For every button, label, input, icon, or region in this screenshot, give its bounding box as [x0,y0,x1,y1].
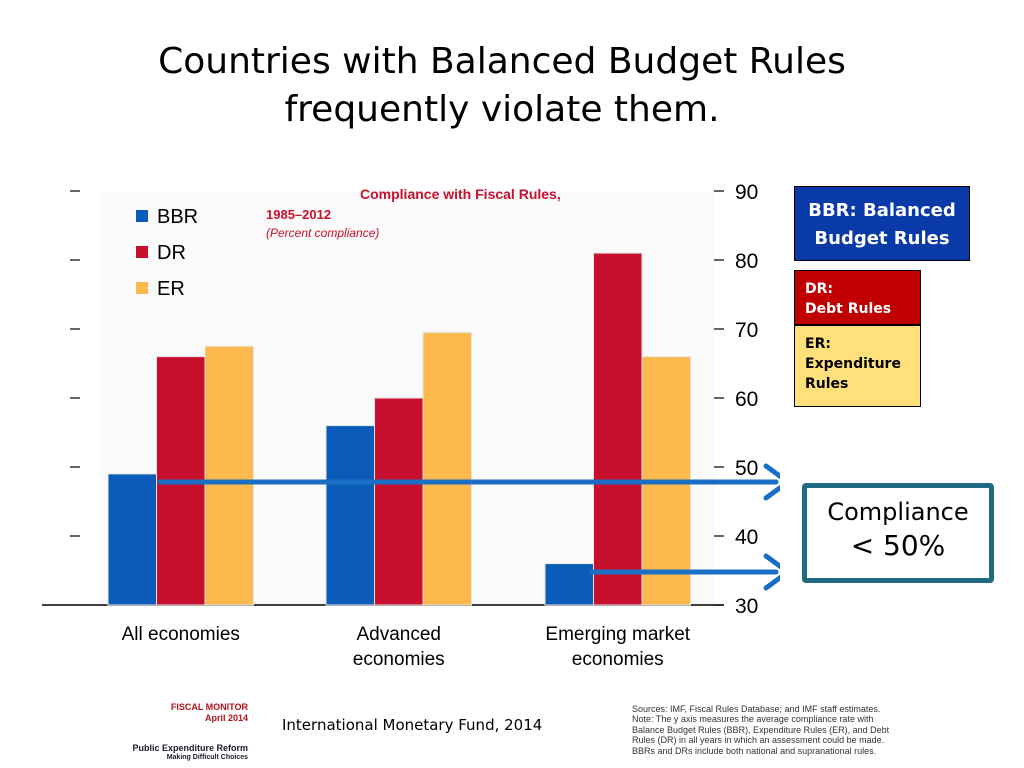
er-definition-line-1: ER: [805,336,831,352]
y-tick-label: 70 [735,319,758,342]
er-definition-line-2: Expenditure [805,356,901,372]
bar-dr [374,397,424,606]
category-label: Emerging market [545,624,690,645]
chart-title: Compliance with Fiscal Rules, [360,186,561,202]
er-definition-line-3: Rules [805,376,849,392]
legend-swatch-bbr [136,210,148,222]
y-tick-label: 60 [735,388,758,411]
y-tick-label: 30 [735,595,758,618]
slide-title-line-1: Countries with Balanced Budget Rules [158,41,846,82]
source-caption: International Monetary Fund, 2014 [282,716,543,734]
bbr-definition-box: BBR: Balanced Budget Rules [794,186,970,261]
sources-note-line: Balance Budget Rules (BBR), Expenditure … [632,724,890,735]
arrow-head-icon [763,463,780,501]
report-subtitle-line-1: Public Expenditure Reform [132,743,248,753]
compliance-callout-line-2: < 50% [850,529,946,562]
dr-definition-line-1: DR: [805,281,833,297]
compliance-callout-line-1: Compliance [827,498,969,526]
legend-label: DR [157,242,186,264]
sources-note-line: Note: The y axis measures the average co… [632,714,874,725]
bar-bbr [544,563,594,606]
report-subtitle-line-2: Making Difficult Choices [166,754,248,761]
chart-subtitle: 1985–2012 [266,207,331,222]
y-tick-label: 40 [735,526,758,549]
compliance-callout-box: Compliance < 50% [802,483,994,583]
legend-swatch-dr [136,246,148,258]
category-label: All economies [122,624,240,645]
bbr-definition-line-2: Budget Rules [814,228,950,249]
slide-title-line-2: frequently violate them. [284,89,720,130]
bar-dr [593,252,643,606]
sources-note: Sources: IMF, Fiscal Rules Database; and… [632,704,977,756]
category-label: economies [353,649,445,670]
category-label: Advanced [356,624,441,645]
sources-note-line: BBRs and DRs include both national and s… [632,745,877,756]
category-label: economies [572,649,664,670]
compliance-bar-chart: 30 40 50 60 70 80 90 All economies Advanced econo… [42,181,780,670]
fiscal-monitor-logo-title: FISCAL MONITOR [170,702,248,712]
bar-bbr [325,425,375,606]
er-definition-box: ER: Expenditure Rules [794,325,921,407]
dr-definition-line-2: Debt Rules [805,301,892,317]
dr-definition-box: DR: Debt Rules [794,270,921,325]
bar-bbr [107,473,157,606]
y-tick-label: 90 [735,181,758,204]
legend-label: ER [157,278,185,300]
legend-swatch-er [136,282,148,294]
arrow-head-icon [763,553,780,591]
legend-label: BBR [157,206,198,228]
y-tick-label: 50 [735,457,758,480]
chart-subtitle-note: (Percent compliance) [266,226,379,240]
bar-er [422,331,472,606]
sources-note-line: Rules (DR) in all years in which an asse… [632,735,885,746]
y-tick-label: 80 [735,250,758,273]
slide-title: Countries with Balanced Budget Rules fre… [100,38,904,134]
sources-note-line: Sources: IMF, Fiscal Rules Database; and… [632,704,881,714]
fiscal-monitor-logo-date: April 2014 [204,713,248,723]
bar-er [204,345,254,606]
bbr-definition-line-1: BBR: Balanced [808,200,956,221]
